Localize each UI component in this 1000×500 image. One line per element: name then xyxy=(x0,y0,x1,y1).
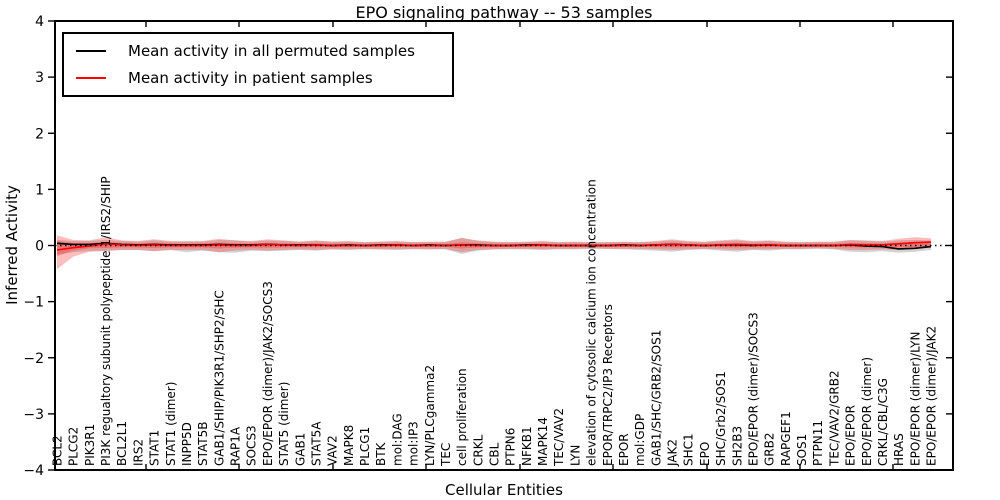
x-tick-label-entity: PTPN11 xyxy=(811,420,825,466)
x-tick-label-entity: cell proliferation xyxy=(455,368,469,466)
band-patient-samples-spread-outer xyxy=(57,235,931,270)
legend-label-permuted: Mean activity in all permuted samples xyxy=(128,42,415,61)
x-tick-label-entity: PLCG2 xyxy=(67,427,81,466)
x-tick-label-entity: LYN/PLCgamma2 xyxy=(423,365,437,466)
x-tick-label-entity: EPOR/TRPC2/IP3 Receptors xyxy=(601,304,615,466)
x-tick-label-entity: CRKL xyxy=(471,434,485,466)
x-tick-label-entity: EPO/EPOR (dimer)/SOCS3 xyxy=(747,312,761,466)
y-tick-label: −1 xyxy=(23,295,44,311)
y-tick-label: 2 xyxy=(35,126,44,142)
x-tick-label-entity: CBL xyxy=(488,442,502,466)
permuted-line-sample xyxy=(76,50,106,53)
x-tick-label-entity: GRB2 xyxy=(763,432,777,466)
x-tick-label-entity: PLCG1 xyxy=(358,427,372,466)
x-tick-label-entity: NFKB1 xyxy=(520,426,534,466)
y-tick-label: −2 xyxy=(23,351,44,367)
x-tick-label-entity: mol:IP3 xyxy=(407,421,421,466)
x-tick-label-entity: PIK3R1 xyxy=(83,424,97,466)
legend-entry-permuted: Mean activity in all permuted samples xyxy=(76,42,452,60)
x-tick-label-entity: EPO/EPOR (dimer)/JAK2 xyxy=(925,326,939,466)
x-tick-label-entity: PTPN6 xyxy=(504,428,518,466)
x-tick-label-entity: TEC/VAV2/GRB2 xyxy=(827,370,841,467)
x-tick-label-entity: HRAS xyxy=(892,433,906,466)
x-tick-label-entity: GAB1/SHIP/PIK3R1/SHP2/SHC xyxy=(212,290,226,466)
x-tick-label-entity: JAK2 xyxy=(666,439,680,467)
x-tick-label-entity: BCL2 xyxy=(51,435,65,466)
y-tick-label: 3 xyxy=(35,70,44,86)
x-tick-label-entity: EPO/EPOR (dimer)/LYN xyxy=(908,332,922,466)
y-tick-label: −3 xyxy=(23,407,44,423)
y-tick-label: −4 xyxy=(23,463,44,479)
x-tick-label-entity: GAB1/SHC/GRB2/SOS1 xyxy=(649,330,663,466)
x-tick-label-entity: STAT5A xyxy=(310,421,324,466)
x-tick-label-entity: EPO/EPOR xyxy=(844,405,858,466)
patient-line-sample xyxy=(76,76,106,79)
x-tick-label-entity: EPOR xyxy=(617,433,631,466)
x-tick-label-entity: STAT1 xyxy=(148,430,162,466)
chart-title: EPO signaling pathway -- 53 samples xyxy=(355,3,653,22)
x-tick-label-entity: IRS2 xyxy=(131,439,145,466)
x-tick-label-entity: SHC/Grb2/SOS1 xyxy=(714,371,728,466)
x-axis-title: Cellular Entities xyxy=(445,481,563,499)
x-tick-label-entity: STAT5B xyxy=(196,422,210,467)
x-tick-label-entity: INPP5D xyxy=(180,422,194,466)
x-tick-label-entity: CRKL/CBL/C3G xyxy=(876,378,890,466)
y-tick-label: 1 xyxy=(35,182,44,198)
x-tick-label-entity: SOCS3 xyxy=(245,425,259,466)
legend-label-patient: Mean activity in patient samples xyxy=(128,68,373,87)
x-tick-label-entity: mol:GDP xyxy=(633,414,647,466)
x-tick-label-entity: MAPK8 xyxy=(342,425,356,466)
x-tick-label-entity: TEC xyxy=(439,443,453,467)
x-tick-label-entity: RAPGEF1 xyxy=(779,411,793,466)
y-axis-title: Inferred Activity xyxy=(3,185,21,305)
x-tick-label-entity: EPO/EPOR (dimer)/JAK2/SOCS3 xyxy=(261,281,275,466)
x-tick-label-entity: BCL2L1 xyxy=(115,421,129,466)
y-tick-label: 4 xyxy=(35,14,44,30)
x-tick-label-entity: SH2B3 xyxy=(730,426,744,466)
x-tick-label-entity: STAT1 (dimer) xyxy=(164,382,178,466)
x-tick-label-entity: EPO/EPOR (dimer) xyxy=(860,357,874,466)
x-tick-label-entity: RAP1A xyxy=(229,426,243,466)
x-tick-label-entity: STAT5 (dimer) xyxy=(277,382,291,466)
x-tick-label-entity: SOS1 xyxy=(795,434,809,466)
y-tick-label: 0 xyxy=(35,239,44,255)
legend-entry-patient: Mean activity in patient samples xyxy=(76,69,452,87)
x-tick-label-entity: GAB1 xyxy=(293,433,307,466)
x-tick-label-entity: PI3K regualtory subunit polypeptide 1/IR… xyxy=(99,176,113,466)
x-tick-label-entity: mol:DAG xyxy=(390,413,404,466)
x-tick-label-entity: LYN xyxy=(568,445,582,466)
x-tick-label-entity: EPO xyxy=(698,442,712,466)
legend: Mean activity in all permuted samples Me… xyxy=(62,32,454,97)
x-tick-label-entity: SHC1 xyxy=(682,433,696,466)
x-tick-label-entity: TEC/VAV2 xyxy=(552,408,566,467)
x-tick-label-entity: VAV2 xyxy=(326,435,340,466)
x-tick-label-entity: BTK xyxy=(374,441,388,466)
x-tick-label-entity: elevation of cytosolic calcium ion conce… xyxy=(585,179,599,466)
x-tick-label-entity: MAPK14 xyxy=(536,417,550,466)
